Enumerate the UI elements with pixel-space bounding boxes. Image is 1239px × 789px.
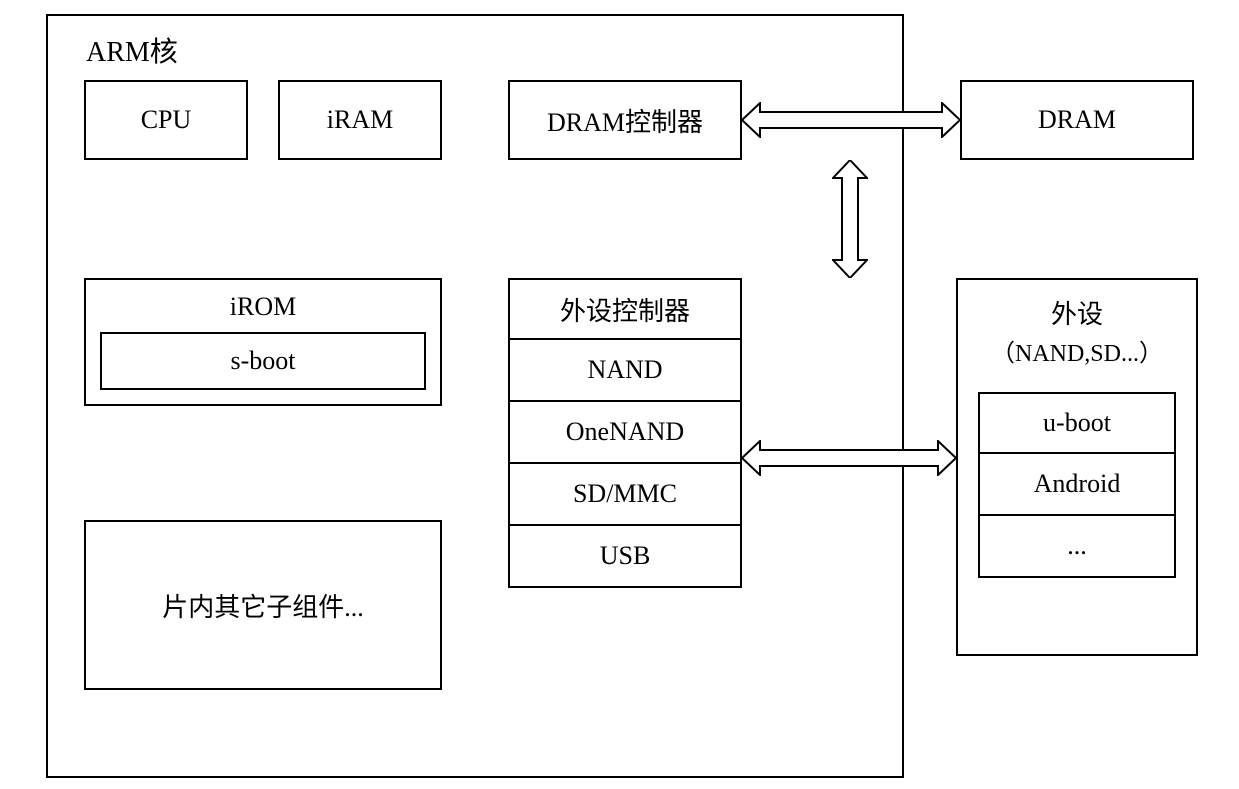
periph-ext-uboot: u-boot <box>978 392 1176 454</box>
arrow-vertical-bus <box>832 160 868 278</box>
other-components-block: 片内其它子组件... <box>84 520 442 690</box>
periph-ctrl-usb: USB <box>508 526 742 588</box>
cpu-label: CPU <box>141 105 192 135</box>
iram-label: iRAM <box>327 105 393 135</box>
periph-ext-android: Android <box>978 454 1176 516</box>
periph-ext-stack: u-boot Android ... <box>978 392 1176 578</box>
dram-label: DRAM <box>1038 105 1116 135</box>
arrow-dramc-dram <box>742 102 960 138</box>
irom-label: iROM <box>230 292 296 322</box>
iram-block: iRAM <box>278 80 442 160</box>
sboot-label: s-boot <box>231 346 296 376</box>
periph-ext-title2: （NAND,SD...） <box>991 333 1163 368</box>
arm-core-label: ARM核 <box>86 30 178 70</box>
periph-ctrl-sdmmc: SD/MMC <box>508 464 742 526</box>
arrow-periph-ctrl-ext <box>742 440 956 476</box>
sboot-block: s-boot <box>100 332 426 390</box>
cpu-block: CPU <box>84 80 248 160</box>
periph-ctrl-nand: NAND <box>508 340 742 402</box>
periph-controller-stack: 外设控制器 NAND OneNAND SD/MMC USB <box>508 278 742 588</box>
periph-ctrl-onenand: OneNAND <box>508 402 742 464</box>
periph-ext-more: ... <box>978 516 1176 578</box>
periph-ext-title1: 外设 <box>1051 294 1103 331</box>
periph-ctrl-header: 外设控制器 <box>508 278 742 340</box>
other-components-label: 片内其它子组件... <box>162 587 364 624</box>
dram-controller-block: DRAM控制器 <box>508 80 742 160</box>
dram-controller-label: DRAM控制器 <box>547 102 703 139</box>
dram-block: DRAM <box>960 80 1194 160</box>
